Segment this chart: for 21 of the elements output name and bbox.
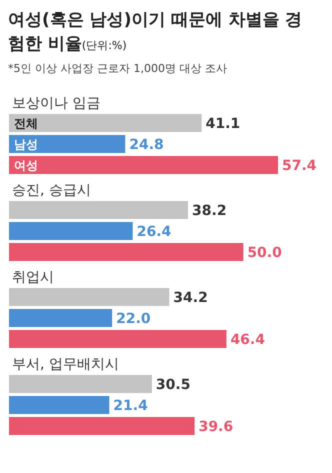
data-label: 26.4 — [136, 224, 172, 240]
data-label: 57.4 — [282, 158, 317, 174]
data-label: 34.2 — [173, 290, 208, 306]
y-tick-label: 취업시 — [12, 270, 54, 286]
data-label: 22.0 — [116, 311, 151, 327]
data-label: 41.1 — [206, 116, 240, 132]
data-label: 24.8 — [129, 137, 164, 153]
series-label: 전체 — [14, 116, 38, 130]
text: *5인 이상 사업장 근로자 1,000명 대상 조사 — [8, 61, 228, 76]
data-label: 39.6 — [198, 419, 234, 435]
y-tick-label: 부서, 업무배치시 — [12, 356, 119, 372]
chart-subtitle: (단위:%) — [82, 39, 127, 52]
data-label: 21.4 — [113, 398, 148, 414]
data-label: 30.5 — [156, 377, 190, 393]
series-label: 남성 — [14, 138, 38, 152]
data-label: 50.0 — [247, 245, 282, 261]
data-label: 38.2 — [192, 203, 227, 219]
y-tick-label: 보상이나 임금 — [12, 96, 100, 112]
data-label: 46.4 — [230, 332, 266, 348]
y-tick-label: 승진, 승급시 — [12, 182, 91, 198]
series-label: 여성 — [14, 158, 38, 172]
